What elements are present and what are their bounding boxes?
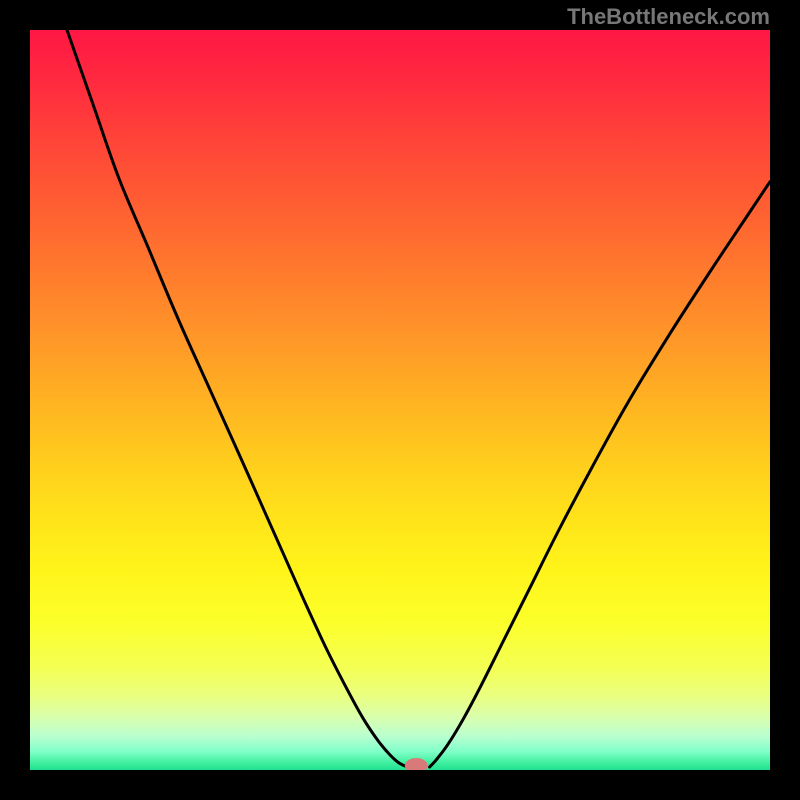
bottleneck-curve-layer	[30, 30, 770, 770]
curve-left-branch	[67, 30, 407, 767]
curve-right-branch	[430, 182, 770, 767]
chart-container: TheBottleneck.com	[0, 0, 800, 800]
plot-area	[30, 30, 770, 770]
watermark-text: TheBottleneck.com	[567, 4, 770, 30]
optimal-point-marker	[405, 759, 427, 770]
